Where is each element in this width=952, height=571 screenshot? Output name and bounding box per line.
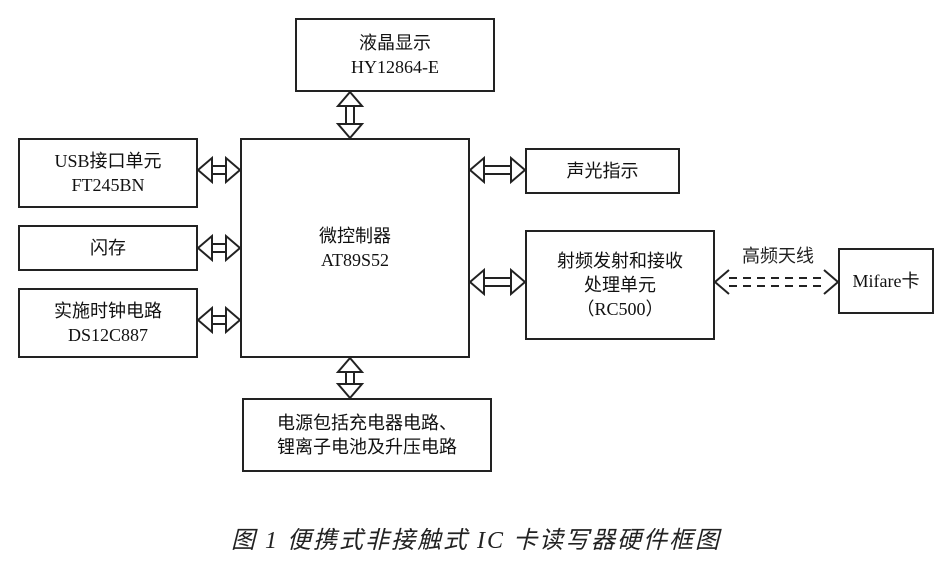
diagram-stage: 液晶显示HY12864-E USB接口单元FT245BN 闪存 实施时钟电路DS…: [0, 0, 952, 571]
figure-caption: 图 1 便携式非接触式 IC 卡读写器硬件框图: [0, 520, 952, 555]
dashed-antenna-link: [715, 270, 838, 294]
connectors-layer: [0, 0, 952, 571]
